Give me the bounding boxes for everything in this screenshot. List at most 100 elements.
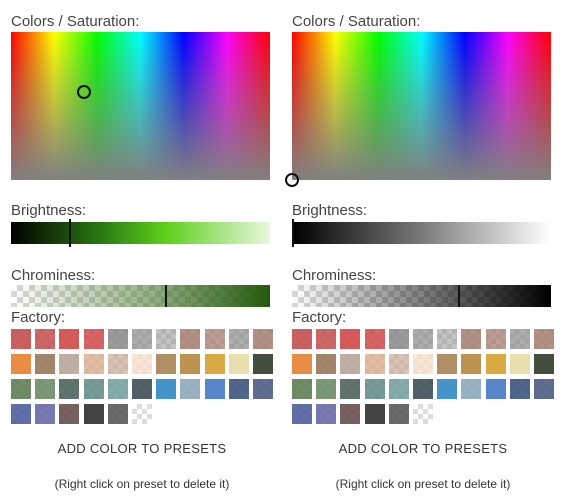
preset-swatch[interactable] bbox=[413, 379, 433, 399]
saturation-handle[interactable] bbox=[285, 173, 299, 187]
color-picker-left: Colors / Saturation: Brightness: Chromin… bbox=[0, 0, 273, 497]
brightness-marker[interactable] bbox=[69, 219, 71, 247]
preset-swatch[interactable] bbox=[229, 354, 249, 374]
preset-swatch[interactable] bbox=[316, 354, 336, 374]
preset-swatch[interactable] bbox=[180, 329, 200, 349]
preset-swatch[interactable] bbox=[316, 379, 336, 399]
preset-swatch[interactable] bbox=[156, 379, 176, 399]
preset-swatch[interactable] bbox=[84, 379, 104, 399]
preset-swatch[interactable] bbox=[84, 354, 104, 374]
preset-swatch[interactable] bbox=[180, 379, 200, 399]
preset-swatch[interactable] bbox=[340, 404, 360, 424]
preset-swatch[interactable] bbox=[340, 354, 360, 374]
preset-swatch[interactable] bbox=[11, 354, 31, 374]
preset-swatch[interactable] bbox=[132, 379, 152, 399]
preset-swatch[interactable] bbox=[35, 404, 55, 424]
preset-swatch[interactable] bbox=[59, 404, 79, 424]
preset-swatch[interactable] bbox=[340, 379, 360, 399]
preset-swatch[interactable] bbox=[389, 329, 409, 349]
brightness-slider[interactable] bbox=[11, 219, 270, 247]
preset-swatch[interactable] bbox=[205, 329, 225, 349]
preset-swatch[interactable] bbox=[510, 379, 530, 399]
preset-swatch-fill bbox=[11, 379, 31, 399]
preset-swatch[interactable] bbox=[35, 329, 55, 349]
preset-swatch[interactable] bbox=[292, 379, 312, 399]
preset-swatch[interactable] bbox=[461, 354, 481, 374]
preset-swatch[interactable] bbox=[389, 354, 409, 374]
preset-swatch[interactable] bbox=[365, 329, 385, 349]
preset-swatch[interactable] bbox=[229, 329, 249, 349]
preset-swatch[interactable] bbox=[389, 379, 409, 399]
chrominess-marker[interactable] bbox=[165, 285, 167, 307]
preset-swatch[interactable] bbox=[292, 329, 312, 349]
preset-swatch[interactable] bbox=[413, 354, 433, 374]
preset-swatch[interactable] bbox=[108, 404, 128, 424]
preset-swatch[interactable] bbox=[340, 329, 360, 349]
brightness-marker[interactable] bbox=[292, 219, 294, 247]
preset-swatch[interactable] bbox=[292, 354, 312, 374]
preset-swatch[interactable] bbox=[35, 354, 55, 374]
preset-swatch[interactable] bbox=[413, 404, 433, 424]
preset-swatch[interactable] bbox=[108, 354, 128, 374]
add-to-presets-button[interactable]: ADD COLOR TO PRESETS bbox=[292, 441, 554, 456]
preset-swatch[interactable] bbox=[35, 379, 55, 399]
brightness-label: Brightness: bbox=[11, 202, 87, 219]
saturation-area[interactable] bbox=[285, 32, 551, 187]
preset-swatch[interactable] bbox=[132, 354, 152, 374]
preset-swatch[interactable] bbox=[534, 329, 554, 349]
preset-swatch[interactable] bbox=[316, 404, 336, 424]
preset-swatch[interactable] bbox=[156, 354, 176, 374]
preset-swatch[interactable] bbox=[108, 379, 128, 399]
preset-swatch[interactable] bbox=[461, 379, 481, 399]
preset-swatch[interactable] bbox=[437, 329, 457, 349]
brightness-slider[interactable] bbox=[292, 219, 551, 247]
chrominess-slider[interactable] bbox=[11, 285, 270, 307]
preset-swatch[interactable] bbox=[510, 329, 530, 349]
preset-swatch[interactable] bbox=[389, 404, 409, 424]
preset-swatch[interactable] bbox=[84, 329, 104, 349]
preset-swatch[interactable] bbox=[292, 404, 312, 424]
preset-swatch[interactable] bbox=[132, 329, 152, 349]
preset-swatch-fill bbox=[534, 379, 554, 399]
preset-swatch[interactable] bbox=[316, 329, 336, 349]
preset-swatch[interactable] bbox=[156, 329, 176, 349]
preset-swatch[interactable] bbox=[229, 379, 249, 399]
preset-swatch[interactable] bbox=[486, 329, 506, 349]
chrominess-slider[interactable] bbox=[292, 285, 551, 307]
preset-swatch-fill bbox=[316, 329, 336, 349]
preset-swatch[interactable] bbox=[534, 379, 554, 399]
preset-swatch[interactable] bbox=[11, 379, 31, 399]
preset-swatch[interactable] bbox=[365, 404, 385, 424]
preset-swatch[interactable] bbox=[59, 379, 79, 399]
preset-swatch[interactable] bbox=[437, 354, 457, 374]
preset-swatch[interactable] bbox=[205, 354, 225, 374]
preset-swatch[interactable] bbox=[365, 354, 385, 374]
preset-swatch[interactable] bbox=[461, 329, 481, 349]
preset-swatch[interactable] bbox=[413, 329, 433, 349]
preset-swatch-fill bbox=[437, 354, 457, 374]
preset-swatch[interactable] bbox=[205, 379, 225, 399]
preset-swatch[interactable] bbox=[534, 354, 554, 374]
preset-swatch-fill bbox=[59, 354, 79, 374]
preset-swatch[interactable] bbox=[365, 379, 385, 399]
preset-swatch[interactable] bbox=[84, 404, 104, 424]
add-to-presets-button[interactable]: ADD COLOR TO PRESETS bbox=[11, 441, 273, 456]
preset-swatch[interactable] bbox=[253, 354, 273, 374]
preset-swatch[interactable] bbox=[253, 379, 273, 399]
preset-swatch[interactable] bbox=[437, 379, 457, 399]
preset-swatch[interactable] bbox=[59, 329, 79, 349]
preset-swatch[interactable] bbox=[510, 354, 530, 374]
preset-swatch[interactable] bbox=[11, 404, 31, 424]
preset-swatch[interactable] bbox=[180, 354, 200, 374]
preset-swatch[interactable] bbox=[486, 379, 506, 399]
preset-swatch[interactable] bbox=[253, 329, 273, 349]
preset-swatch[interactable] bbox=[486, 354, 506, 374]
saturation-area[interactable] bbox=[11, 32, 270, 180]
preset-swatch[interactable] bbox=[11, 329, 31, 349]
chrominess-marker[interactable] bbox=[458, 285, 460, 307]
preset-swatch[interactable] bbox=[132, 404, 152, 424]
preset-swatch-fill bbox=[205, 329, 225, 349]
preset-swatch[interactable] bbox=[59, 354, 79, 374]
saturation-handle[interactable] bbox=[77, 85, 91, 99]
preset-swatch[interactable] bbox=[108, 329, 128, 349]
